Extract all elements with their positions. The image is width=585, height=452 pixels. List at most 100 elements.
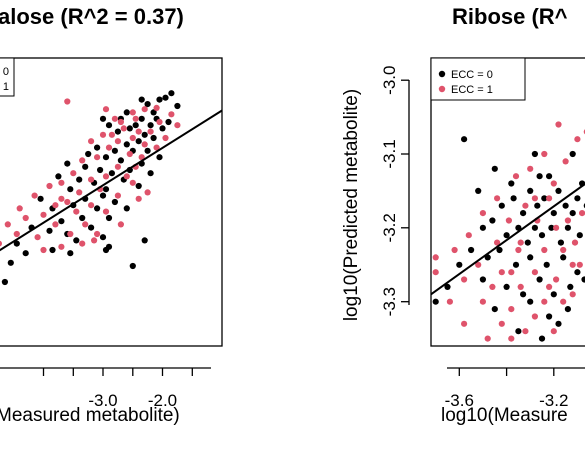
left-point-series1-14 xyxy=(129,134,136,142)
left-point-series0-28 xyxy=(85,150,92,158)
right-point-series1-52 xyxy=(498,269,505,276)
right-point-series0-3 xyxy=(531,150,539,158)
right-point-series1-30 xyxy=(576,261,583,268)
left-point-series0-19 xyxy=(99,115,107,122)
left-point-series0-69 xyxy=(129,262,136,270)
left-point-series1-41 xyxy=(73,208,80,215)
left-point-series1-7 xyxy=(132,115,139,122)
right-point-series1-19 xyxy=(465,232,472,239)
left-point-series1-51 xyxy=(79,240,86,247)
left-point-series1-2 xyxy=(129,109,136,116)
right-point-series0-0 xyxy=(461,136,468,143)
left-point-series0-65 xyxy=(141,237,148,244)
left-legend-label-1: 1 xyxy=(3,81,9,93)
left-point-series1-55 xyxy=(91,237,98,244)
right-panel-title: Ribose (R^ xyxy=(452,4,568,29)
left-point-series0-52 xyxy=(123,205,130,212)
right-point-series0-38 xyxy=(543,261,550,268)
left-x-tick-label-1: -2.0 xyxy=(148,391,177,410)
right-point-series1-50 xyxy=(515,246,522,254)
right-point-series1-15 xyxy=(505,217,512,224)
right-point-series1-9 xyxy=(494,195,501,202)
left-point-series0-62 xyxy=(13,240,20,247)
left-point-series0-25 xyxy=(111,147,118,154)
right-point-series0-44 xyxy=(503,283,510,290)
right-point-series0-47 xyxy=(550,291,557,298)
left-point-series1-3 xyxy=(141,106,148,113)
left-point-series0-56 xyxy=(88,224,95,231)
left-point-series1-40 xyxy=(40,211,47,218)
left-point-series0-15 xyxy=(126,125,133,132)
right-point-series0-50 xyxy=(432,298,439,305)
left-regression-line xyxy=(0,109,223,252)
right-point-series0-41 xyxy=(456,261,463,268)
left-point-series1-61 xyxy=(144,189,151,196)
left-point-series1-52 xyxy=(117,221,124,228)
left-point-series0-64 xyxy=(49,246,56,254)
right-point-series0-29 xyxy=(557,239,565,246)
right-point-series1-40 xyxy=(508,306,515,313)
right-point-series1-29 xyxy=(553,276,560,283)
left-point-series0-1 xyxy=(162,94,169,101)
right-point-series1-5 xyxy=(512,173,520,180)
right-point-series0-28 xyxy=(548,224,555,231)
left-point-series0-43 xyxy=(102,186,110,193)
right-point-series1-32 xyxy=(461,276,468,283)
right-point-series1-44 xyxy=(498,320,505,327)
right-point-series0-12 xyxy=(534,202,541,209)
left-point-series1-22 xyxy=(138,154,145,161)
right-point-series0-35 xyxy=(496,246,503,254)
right-point-series0-10 xyxy=(520,210,527,217)
left-point-series1-60 xyxy=(174,122,181,129)
right-point-series0-58 xyxy=(475,187,482,194)
left-point-layer xyxy=(0,90,181,286)
left-point-series1-44 xyxy=(82,221,89,228)
right-x-axis-label: log10(Measure xyxy=(441,405,568,426)
left-point-series1-9 xyxy=(120,125,127,132)
left-point-series0-48 xyxy=(94,205,101,212)
right-y-tick-label-2: -3.2 xyxy=(380,213,399,242)
left-point-series0-34 xyxy=(97,166,104,174)
left-point-series1-48 xyxy=(34,234,41,241)
left-point-series1-10 xyxy=(135,128,142,135)
right-point-series0-51 xyxy=(491,306,498,313)
left-point-series0-9 xyxy=(132,122,139,129)
left-point-series0-53 xyxy=(79,214,86,222)
right-point-series0-46 xyxy=(536,276,543,283)
left-point-series0-67 xyxy=(67,250,74,257)
right-point-series0-23 xyxy=(503,232,510,239)
right-point-series0-4 xyxy=(546,173,553,180)
right-y-axis-label: log10(Predicted metabolite) xyxy=(341,89,362,321)
right-point-series0-37 xyxy=(527,254,534,261)
right-point-series0-57 xyxy=(555,320,562,327)
left-point-series0-17 xyxy=(114,128,121,135)
right-y-tick-label-0: -3.0 xyxy=(380,66,399,95)
left-point-series0-4 xyxy=(144,101,151,108)
left-point-series0-33 xyxy=(108,170,115,177)
right-point-series1-12 xyxy=(564,217,572,224)
left-point-series0-60 xyxy=(99,234,107,241)
left-point-series0-54 xyxy=(58,218,65,225)
left-x-axis-label: Measured metabolite) xyxy=(0,405,180,426)
left-point-series0-36 xyxy=(64,160,71,167)
right-y-axis: -3.0 -3.1 -3.2 -3.3 xyxy=(380,66,410,316)
left-point-series1-58 xyxy=(31,192,38,199)
right-point-series1-51 xyxy=(569,261,576,268)
right-point-series1-14 xyxy=(479,210,486,217)
right-point-series0-53 xyxy=(546,313,553,320)
right-point-series1-46 xyxy=(550,328,557,335)
left-point-series1-15 xyxy=(114,138,121,145)
left-point-series1-47 xyxy=(94,230,101,238)
right-point-series1-45 xyxy=(522,328,529,335)
right-point-series1-3 xyxy=(541,150,548,158)
right-point-series1-26 xyxy=(475,261,482,268)
right-point-series1-33 xyxy=(489,283,496,290)
left-point-series1-12 xyxy=(156,118,163,126)
left-point-series1-39 xyxy=(58,195,65,202)
left-point-series1-6 xyxy=(117,118,124,126)
left-x-tick-label-0: -3.0 xyxy=(88,391,117,410)
left-point-series0-26 xyxy=(94,144,101,151)
left-point-series0-22 xyxy=(123,141,130,148)
left-point-series0-0 xyxy=(174,102,181,110)
right-point-series0-26 xyxy=(531,224,539,231)
